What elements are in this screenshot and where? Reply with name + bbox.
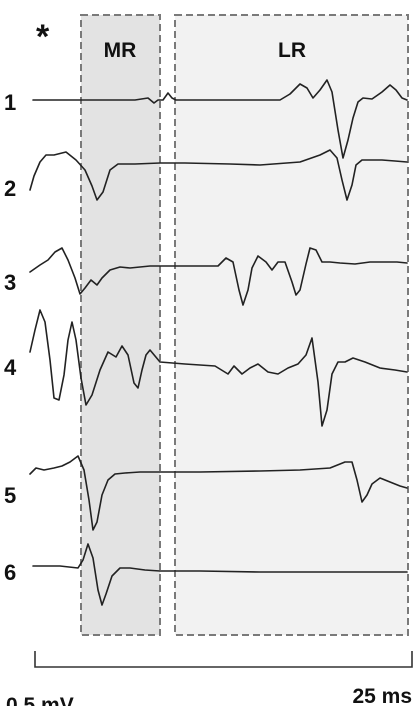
trace-6 bbox=[32, 543, 408, 606]
trace-label-4: 4 bbox=[4, 355, 17, 380]
trace-label-1: 1 bbox=[4, 90, 16, 115]
trace-5 bbox=[29, 455, 408, 531]
time-scale-label: 25 ms bbox=[352, 685, 412, 706]
trace-label-2: 2 bbox=[4, 176, 16, 201]
scale-bar bbox=[34, 651, 413, 668]
trace-4 bbox=[29, 309, 408, 427]
asterisk-marker: * bbox=[36, 18, 50, 56]
trace-label-3: 3 bbox=[4, 270, 16, 295]
trace-label-5: 5 bbox=[4, 483, 16, 508]
lr-region-label: LR bbox=[278, 39, 306, 62]
voltage-scale-label: 0.5 mV bbox=[6, 694, 74, 706]
lr-region-box bbox=[174, 14, 409, 636]
trace-2 bbox=[29, 149, 408, 201]
trace-label-6: 6 bbox=[4, 560, 16, 585]
mr-region-label: MR bbox=[104, 39, 137, 62]
mr-region-box bbox=[80, 14, 161, 636]
trace-3 bbox=[29, 247, 408, 306]
trace-1 bbox=[32, 79, 408, 159]
